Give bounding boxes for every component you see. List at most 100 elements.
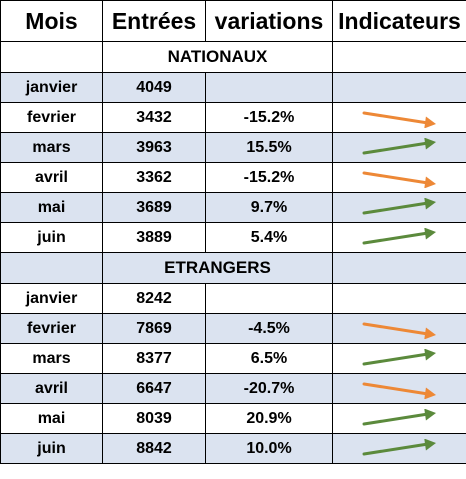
month-cell: mars [0,132,103,163]
variation-cell: -15.2% [205,162,333,193]
table-row: mars 3963 15.5% [0,132,466,163]
arrow-shaft [362,382,429,395]
header-entrees: Entrées [102,0,206,42]
entries-cell: 3362 [102,162,206,193]
month-cell: fevrier [0,102,103,133]
indicator-cell [332,283,466,314]
trend-arrow-icon [362,322,436,339]
trend-arrow-icon [362,111,436,128]
entries-cell: 3689 [102,192,206,223]
arrow-shaft [362,141,429,154]
table-row: mai 8039 20.9% [0,403,466,434]
entries-cell: 6647 [102,373,206,404]
variation-cell: 9.7% [205,192,333,223]
variation-cell: 6.5% [205,343,333,374]
entries-cell: 3889 [102,222,206,253]
indicator-cell [332,72,466,103]
arrow-head [423,116,436,128]
table-row: avril 3362 -15.2% [0,162,466,193]
month-cell: janvier [0,283,103,314]
variation-cell: -20.7% [205,373,333,404]
variation-cell [205,283,333,314]
arrow-head [423,197,436,209]
table-row: fevrier 7869 -4.5% [0,313,466,344]
entries-cell: 8039 [102,403,206,434]
variation-cell: 15.5% [205,132,333,163]
table-row: juin 8842 10.0% [0,433,466,464]
header-indicateurs: Indicateurs [332,0,466,42]
month-cell: mai [0,192,103,223]
section-title: ETRANGERS [102,252,333,284]
indicator-cell [332,102,466,133]
variation-cell: 20.9% [205,403,333,434]
arrow-head [423,176,436,188]
arrow-shaft [362,231,429,244]
trend-arrow-icon [362,227,436,244]
month-cell: juin [0,222,103,253]
indicator-cell [332,162,466,193]
arrow-head [423,387,436,399]
trend-arrow-icon [362,137,436,154]
arrow-shaft [362,442,429,455]
variation-cell: -4.5% [205,313,333,344]
table-row: mai 3689 9.7% [0,192,466,223]
arrow-head [423,348,436,360]
arrow-head [423,438,436,450]
section-row-etrangers: ETRANGERS [0,252,466,284]
trend-arrow-icon [362,438,436,455]
table-row: janvier 4049 [0,72,466,103]
section-row-nationaux: NATIONAUX [0,41,466,73]
arrow-shaft [362,412,429,425]
arrow-head [423,327,436,339]
table-row: fevrier 3432 -15.2% [0,102,466,133]
indicator-cell [332,313,466,344]
trend-arrow-icon [362,171,436,188]
variation-cell: 5.4% [205,222,333,253]
indicator-cell [332,343,466,374]
table-row: juin 3889 5.4% [0,222,466,253]
arrow-head [423,408,436,420]
arrow-shaft [362,171,429,184]
month-cell: janvier [0,72,103,103]
month-cell: mai [0,403,103,434]
variation-cell: 10.0% [205,433,333,464]
trend-arrow-icon [362,348,436,365]
month-cell: avril [0,373,103,404]
table-row: mars 8377 6.5% [0,343,466,374]
arrow-shaft [362,322,429,335]
month-cell: juin [0,433,103,464]
table-row: janvier 8242 [0,283,466,314]
indicator-cell [332,132,466,163]
arrow-shaft [362,352,429,365]
month-cell: mars [0,343,103,374]
indicator-cell [332,403,466,434]
variation-cell: -15.2% [205,102,333,133]
trend-arrow-icon [362,382,436,399]
arrow-shaft [362,111,429,124]
entries-cell: 8842 [102,433,206,464]
month-cell: avril [0,162,103,193]
entries-cell: 3963 [102,132,206,163]
trend-arrow-icon [362,197,436,214]
entries-cell: 8377 [102,343,206,374]
section-title: NATIONAUX [102,41,333,73]
arrow-head [423,227,436,239]
trend-arrow-icon [362,408,436,425]
header-row: Mois Entrées variations Indicateurs [0,0,466,42]
entries-cell: 4049 [102,72,206,103]
table-row: avril 6647 -20.7% [0,373,466,404]
entries-cell: 3432 [102,102,206,133]
indicator-cell [332,433,466,464]
arrow-head [423,137,436,149]
arrow-shaft [362,201,429,214]
indicator-cell [332,373,466,404]
variation-cell [205,72,333,103]
indicator-cell [332,222,466,253]
header-variations: variations [205,0,333,42]
entries-cell: 7869 [102,313,206,344]
header-mois: Mois [0,0,103,42]
month-cell: fevrier [0,313,103,344]
entries-cell: 8242 [102,283,206,314]
entries-table: Mois Entrées variations Indicateurs NATI… [0,0,466,464]
indicator-cell [332,192,466,223]
